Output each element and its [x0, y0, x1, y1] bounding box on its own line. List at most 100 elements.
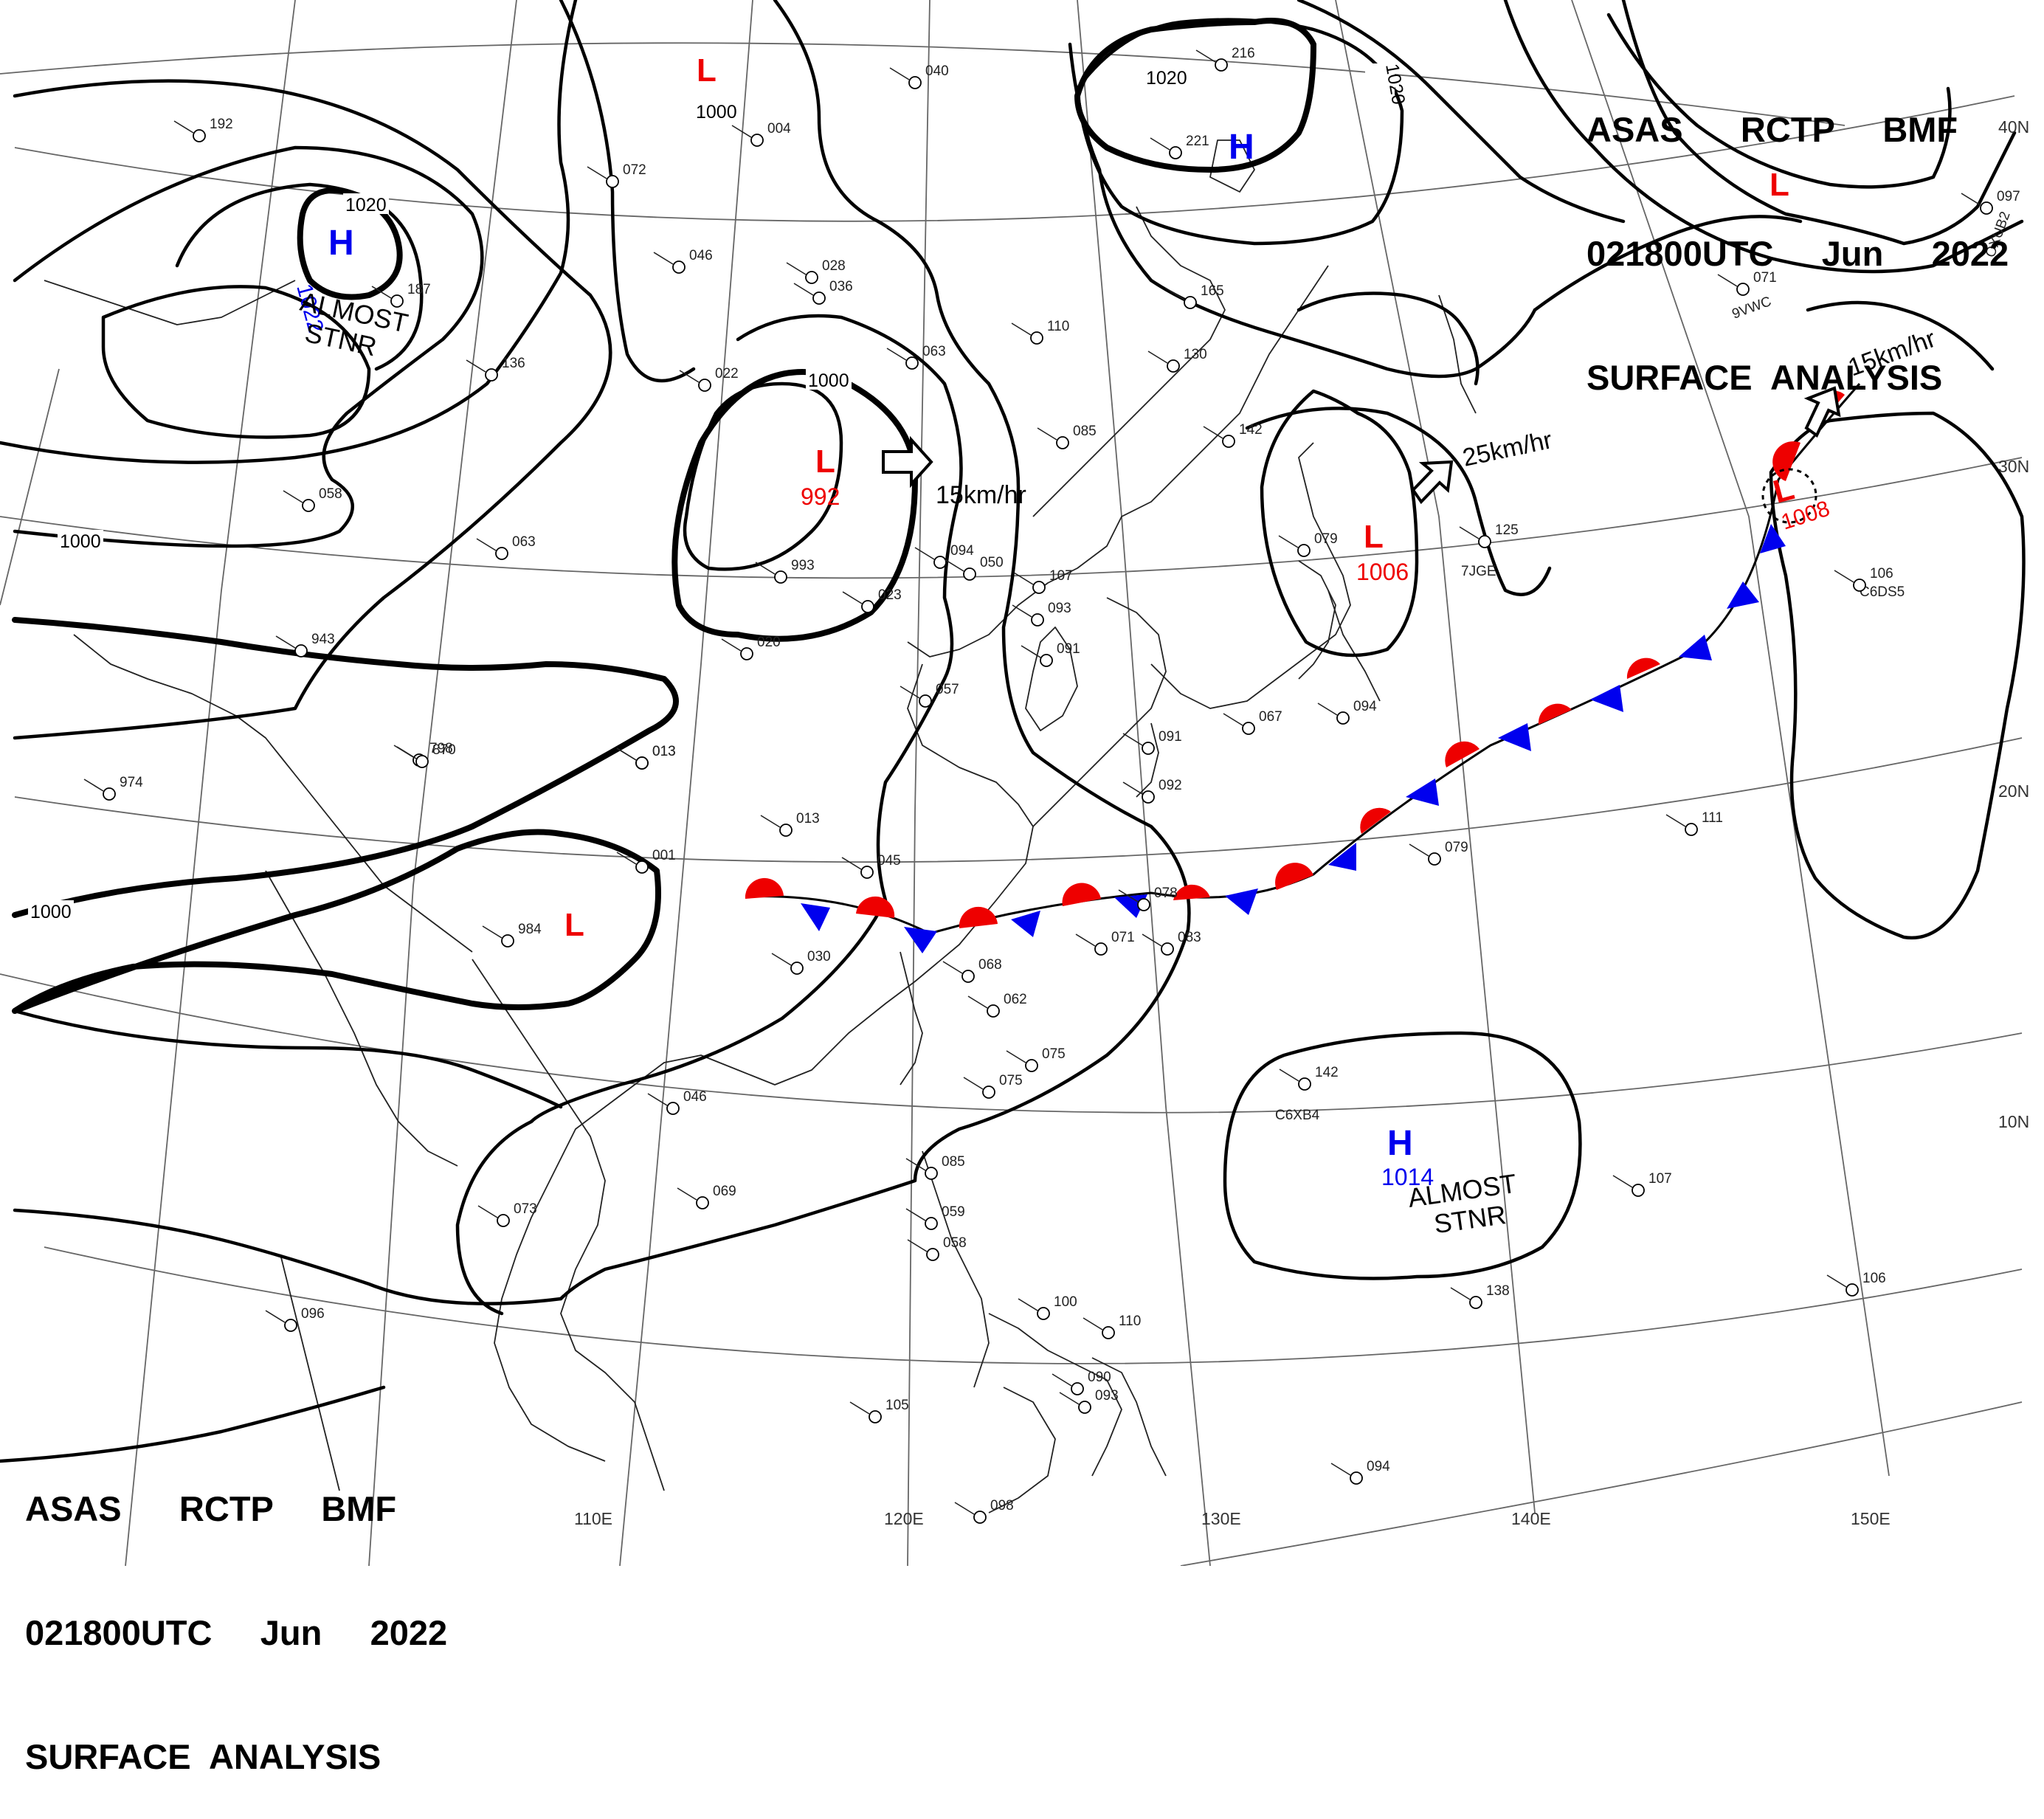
- station-pressure-value: 063: [922, 344, 946, 359]
- station-pressure-value: 085: [1073, 424, 1097, 439]
- wind-barb: [1118, 889, 1139, 902]
- isobar-label: 1000: [696, 102, 737, 122]
- station-marker: [1736, 283, 1750, 296]
- svg-text:150E: 150E: [1851, 1509, 1891, 1528]
- svg-text:10N: 10N: [1998, 1112, 2029, 1131]
- station-marker: [497, 1214, 510, 1227]
- station-pressure-value: 107: [1648, 1171, 1672, 1187]
- station-marker: [925, 1167, 938, 1180]
- station-marker: [635, 756, 649, 770]
- station-pressure-value: 067: [1259, 709, 1282, 725]
- wind-barb: [477, 1205, 498, 1218]
- high-center-note: ALMOSTSTNR: [1406, 1168, 1522, 1243]
- low-center-label: L: [564, 907, 584, 943]
- wind-barb: [1021, 645, 1041, 658]
- frontal-low-circle: [1761, 468, 1817, 524]
- station-pressure-value: 078: [1154, 886, 1178, 901]
- wind-barb: [721, 638, 742, 652]
- station-marker: [1142, 742, 1155, 755]
- wind-barb: [1122, 781, 1143, 795]
- footer-line-2: 021800UTC Jun 2022: [25, 1613, 448, 1652]
- high-center-value: 1014: [1381, 1164, 1434, 1190]
- wind-barb: [1223, 713, 1243, 726]
- wind-barb: [265, 1310, 286, 1323]
- station-marker: [501, 934, 514, 948]
- wind-barb: [944, 559, 964, 572]
- station-pressure-value: 020: [757, 635, 781, 650]
- station-pressure-value: 046: [689, 248, 713, 263]
- isobars: [0, 0, 2026, 1463]
- wind-barb: [1075, 933, 1096, 947]
- station-marker: [1632, 1184, 1645, 1197]
- station-marker: [1169, 146, 1182, 159]
- station-marker: [415, 755, 429, 768]
- wind-barb: [371, 286, 392, 299]
- wind-barb: [889, 67, 910, 80]
- wind-barb: [482, 925, 503, 939]
- station-pressure-value: 040: [925, 63, 949, 79]
- station-marker: [635, 860, 649, 874]
- station-pressure-value: 136: [502, 356, 525, 371]
- svg-text:20N: 20N: [1998, 781, 2029, 801]
- station-marker: [861, 600, 874, 613]
- station-marker: [1030, 331, 1043, 345]
- station-marker: [1350, 1471, 1363, 1485]
- station-marker: [1215, 58, 1228, 72]
- station-marker: [961, 970, 975, 983]
- station-marker: [1137, 898, 1150, 911]
- station-marker: [495, 547, 508, 560]
- station-pressure-value: 110: [1047, 319, 1069, 334]
- station-pressure-value: 045: [877, 853, 901, 869]
- header-line-3: SURFACE ANALYSIS: [1586, 358, 1943, 397]
- high-center-label: H: [1387, 1124, 1413, 1163]
- svg-text:120E: 120E: [884, 1509, 924, 1528]
- station-marker: [860, 866, 874, 879]
- station-pressure-value: 013: [796, 811, 820, 826]
- station-marker: [696, 1196, 709, 1209]
- station-marker: [1040, 654, 1053, 667]
- station-pressure-value: 036: [829, 279, 853, 294]
- lat-labels: 40N 30N 20N 10N: [1998, 117, 2029, 1131]
- station-marker: [926, 1248, 939, 1261]
- station-marker: [1102, 1326, 1115, 1339]
- station-pressure-value: 058: [943, 1235, 967, 1251]
- station-marker: [1469, 1296, 1482, 1309]
- station-marker: [1071, 1382, 1084, 1395]
- station-marker: [1298, 1077, 1311, 1091]
- station-pressure-value: 059: [942, 1204, 965, 1220]
- station-pressure-value: 993: [791, 558, 815, 573]
- station-pressure-value: 094: [950, 543, 974, 559]
- station-pressure-value: 023: [878, 587, 902, 603]
- station-marker: [1242, 722, 1255, 735]
- station-pressure-value: 091: [1057, 641, 1080, 657]
- wind-barb: [653, 252, 674, 265]
- footer-line-3: SURFACE ANALYSIS: [25, 1737, 381, 1776]
- svg-text:130E: 130E: [1201, 1509, 1241, 1528]
- wind-barb: [1147, 351, 1168, 364]
- high-center-label: H: [328, 224, 354, 263]
- wind-barb: [731, 125, 752, 138]
- station-pressure-value: 028: [822, 258, 846, 274]
- station-marker: [672, 260, 686, 274]
- station-pressure-value: 984: [518, 922, 542, 937]
- station-pressure-value: 075: [1042, 1046, 1066, 1062]
- station-pressure-value: 098: [990, 1498, 1014, 1513]
- station-marker: [812, 291, 826, 305]
- wind-barb: [1142, 933, 1162, 947]
- station-pressure-value: 974: [120, 775, 143, 790]
- station-marker: [1336, 711, 1350, 725]
- wind-barb: [647, 1093, 668, 1106]
- wind-barb: [1409, 843, 1429, 857]
- low-center-label: L: [1364, 519, 1384, 555]
- wind-barb: [283, 490, 303, 503]
- station-pressure-value: 030: [807, 949, 831, 964]
- svg-text:C6DS5: C6DS5: [1860, 584, 1905, 600]
- station-pressure-value: 142: [1239, 422, 1263, 438]
- station-pressure-value: 110: [1119, 1314, 1141, 1329]
- wind-barb: [1011, 322, 1032, 336]
- wind-barb: [1330, 1463, 1351, 1476]
- station-marker: [963, 567, 976, 581]
- station-marker: [1025, 1059, 1038, 1072]
- footer-line-1: ASAS RCTP BMF: [25, 1489, 397, 1528]
- station-marker: [1056, 436, 1069, 449]
